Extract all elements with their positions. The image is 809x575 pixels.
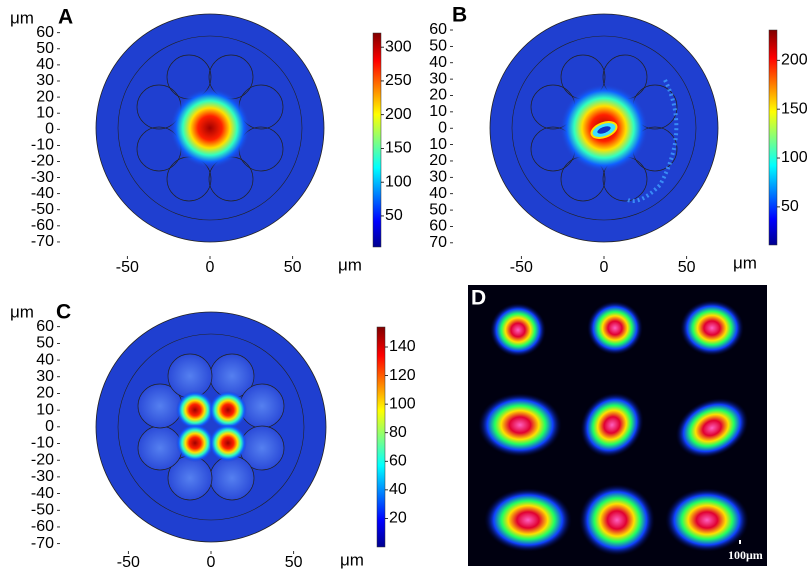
y-tick-label: -20 — [31, 451, 54, 468]
y-tick-label: 60 — [429, 218, 447, 235]
y-tick-label: 10 — [429, 136, 447, 153]
y-tick-label: -60 — [31, 518, 54, 535]
colorbar-tick-label: 150 — [385, 140, 412, 157]
scale-bar-label: 100μm — [728, 548, 763, 562]
colorbar-tick-label: 200 — [385, 106, 412, 123]
y-tick-label: -40 — [31, 185, 54, 202]
colorbar-tick-label: 250 — [385, 72, 412, 89]
panel-label: C — [56, 301, 71, 324]
y-tick-label: 10 — [36, 401, 54, 418]
y-tick-label: 60 — [36, 24, 54, 41]
x-tick-label: 0 — [206, 259, 215, 276]
y-unit: μm — [10, 8, 34, 27]
y-tick-label: -10 — [31, 137, 54, 154]
y-tick-label: 30 — [429, 169, 447, 186]
colorbar-tick-label: 100 — [781, 149, 808, 166]
x-tick-label: -50 — [510, 259, 533, 276]
y-tick-label: -30 — [31, 468, 54, 485]
field-a — [95, 13, 325, 243]
y-tick-label: -50 — [31, 201, 54, 218]
y-tick-label: -60 — [31, 217, 54, 234]
colorbar-tick-label: 100 — [389, 395, 416, 412]
x-tick-label: 50 — [678, 259, 696, 276]
panel-label: B — [452, 4, 467, 27]
x-unit: μm — [340, 550, 364, 569]
colorbar-tick-label: 50 — [385, 207, 403, 224]
mode-images — [468, 285, 767, 566]
y-unit: μm — [10, 302, 34, 321]
x-unit: μm — [338, 255, 362, 274]
colorbar-tick-label: 150 — [781, 100, 808, 117]
colorbar-tick-label: 40 — [389, 481, 407, 498]
panel-label: D — [471, 287, 486, 310]
x-unit: μm — [733, 253, 757, 272]
y-tick-label: 50 — [429, 38, 447, 55]
x-tick-label: 50 — [285, 554, 303, 571]
y-tick-label: -70 — [31, 535, 54, 552]
y-tick-label: 20 — [36, 385, 54, 402]
y-tick-label: 30 — [429, 70, 447, 87]
colorbar — [372, 32, 382, 248]
colorbar-tick-label: 140 — [389, 338, 416, 355]
y-tick-label: 40 — [429, 54, 447, 71]
colorbar-tick-label: 50 — [781, 198, 799, 215]
x-tick-label: 0 — [207, 554, 216, 571]
y-tick-label: 20 — [36, 88, 54, 105]
colorbar-tick-label: 120 — [389, 367, 416, 384]
y-tick-label: -20 — [31, 153, 54, 170]
x-tick-label: -50 — [117, 554, 140, 571]
y-tick-label: 0 — [438, 119, 447, 136]
y-tick-label: 60 — [429, 21, 447, 38]
y-tick-label: 50 — [36, 335, 54, 352]
colorbar — [768, 29, 778, 246]
x-tick-label: -50 — [116, 259, 139, 276]
colorbar-tick-label: 60 — [389, 453, 407, 470]
y-tick-label: 60 — [36, 318, 54, 335]
colorbar-tick-label: 100 — [385, 173, 412, 190]
y-tick-label: 50 — [429, 201, 447, 218]
y-tick-label: 20 — [429, 152, 447, 169]
colorbar-tick-label: 200 — [781, 52, 808, 69]
y-tick-label: 40 — [429, 185, 447, 202]
y-tick-label: 10 — [429, 103, 447, 120]
y-tick-label: 0 — [45, 418, 54, 435]
y-tick-label: 10 — [36, 104, 54, 121]
panel-label: A — [58, 6, 73, 29]
colorbar-tick-label: 80 — [389, 424, 407, 441]
colorbar-tick-label: 300 — [385, 38, 412, 55]
y-tick-label: 70 — [429, 234, 447, 251]
y-tick-label: -30 — [31, 169, 54, 186]
y-tick-label: -70 — [31, 233, 54, 250]
y-tick-label: -10 — [31, 435, 54, 452]
colorbar — [376, 326, 386, 548]
field-b — [489, 13, 719, 243]
y-tick-label: 50 — [36, 40, 54, 57]
y-tick-label: 0 — [45, 120, 54, 137]
field-c — [95, 311, 327, 543]
y-tick-label: 30 — [36, 368, 54, 385]
y-tick-label: 20 — [429, 87, 447, 104]
colorbar-tick-label: 20 — [389, 510, 407, 527]
y-tick-label: 40 — [36, 351, 54, 368]
y-tick-label: -40 — [31, 485, 54, 502]
y-tick-label: 30 — [36, 72, 54, 89]
x-tick-label: 50 — [284, 259, 302, 276]
x-tick-label: 0 — [600, 259, 609, 276]
y-tick-label: -50 — [31, 501, 54, 518]
y-tick-label: 40 — [36, 56, 54, 73]
